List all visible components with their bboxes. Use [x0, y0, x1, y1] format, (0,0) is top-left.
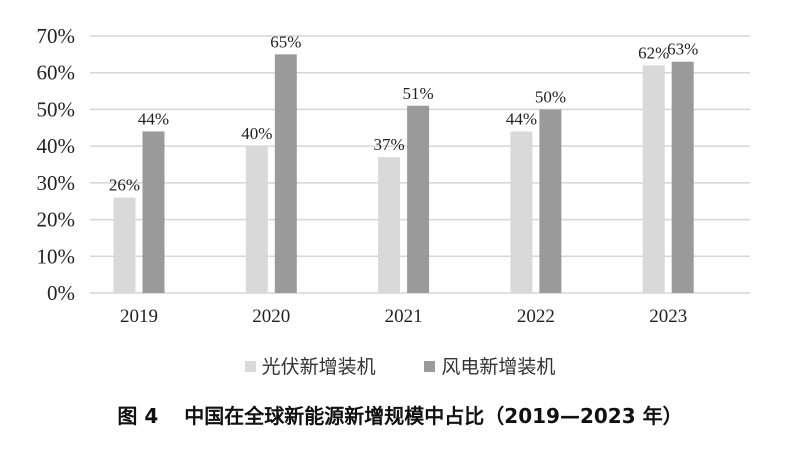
bar-solar [378, 157, 401, 293]
x-tick-label: 2021 [385, 306, 423, 327]
chart-title: 中国在全球新能源新增规模中占比（2019—2023 年） [184, 404, 683, 428]
y-tick-label: 50% [37, 97, 76, 121]
legend-swatch-wind [424, 361, 436, 372]
bar-wind [407, 105, 430, 293]
x-tick-label: 2020 [252, 306, 290, 327]
bar-wind [274, 54, 297, 293]
figure-caption: 图 4 中国在全球新能源新增规模中占比（2019—2023 年） [0, 400, 800, 429]
legend-label-solar: 光伏新增装机 [261, 357, 376, 378]
y-tick-label: 40% [37, 134, 76, 158]
bar-wind [539, 109, 562, 293]
y-tick-label: 20% [37, 208, 76, 232]
data-label: 37% [374, 135, 405, 154]
legend-item-solar: 光伏新增装机 [244, 352, 376, 379]
bar-wind [671, 61, 694, 294]
data-label: 62% [638, 43, 669, 62]
data-label: 65% [270, 32, 301, 51]
data-label: 44% [506, 109, 537, 128]
y-tick-label: 10% [37, 244, 76, 268]
bar-wind [142, 131, 165, 293]
data-label: 26% [109, 176, 140, 195]
x-tick-label: 2023 [649, 306, 687, 327]
y-tick-label: 0% [47, 281, 75, 305]
legend-swatch-solar [244, 361, 256, 372]
bar-solar [113, 197, 136, 293]
x-tick-label: 2022 [517, 306, 555, 327]
x-tick-label: 2019 [120, 306, 158, 327]
bar-solar [642, 65, 665, 293]
bar-solar [245, 146, 268, 293]
y-tick-label: 70% [37, 24, 76, 48]
data-label: 40% [241, 124, 272, 143]
y-tick-label: 60% [37, 61, 76, 85]
bar-solar [510, 131, 533, 293]
legend-item-wind: 风电新增装机 [424, 352, 555, 379]
data-label: 50% [535, 87, 566, 106]
legend: 光伏新增装机 风电新增装机 [0, 352, 800, 379]
y-tick-label: 30% [37, 171, 76, 195]
data-label: 44% [138, 109, 169, 128]
data-label: 51% [403, 84, 434, 103]
data-label: 63% [667, 40, 698, 59]
figure-number: 图 4 [117, 404, 159, 428]
bar-chart: 0% 10% 20% 30% 40% 50% 60% 70% 2019 26% 44% 2020 40%… [37, 24, 750, 327]
legend-label-wind: 风电新增装机 [441, 357, 556, 378]
